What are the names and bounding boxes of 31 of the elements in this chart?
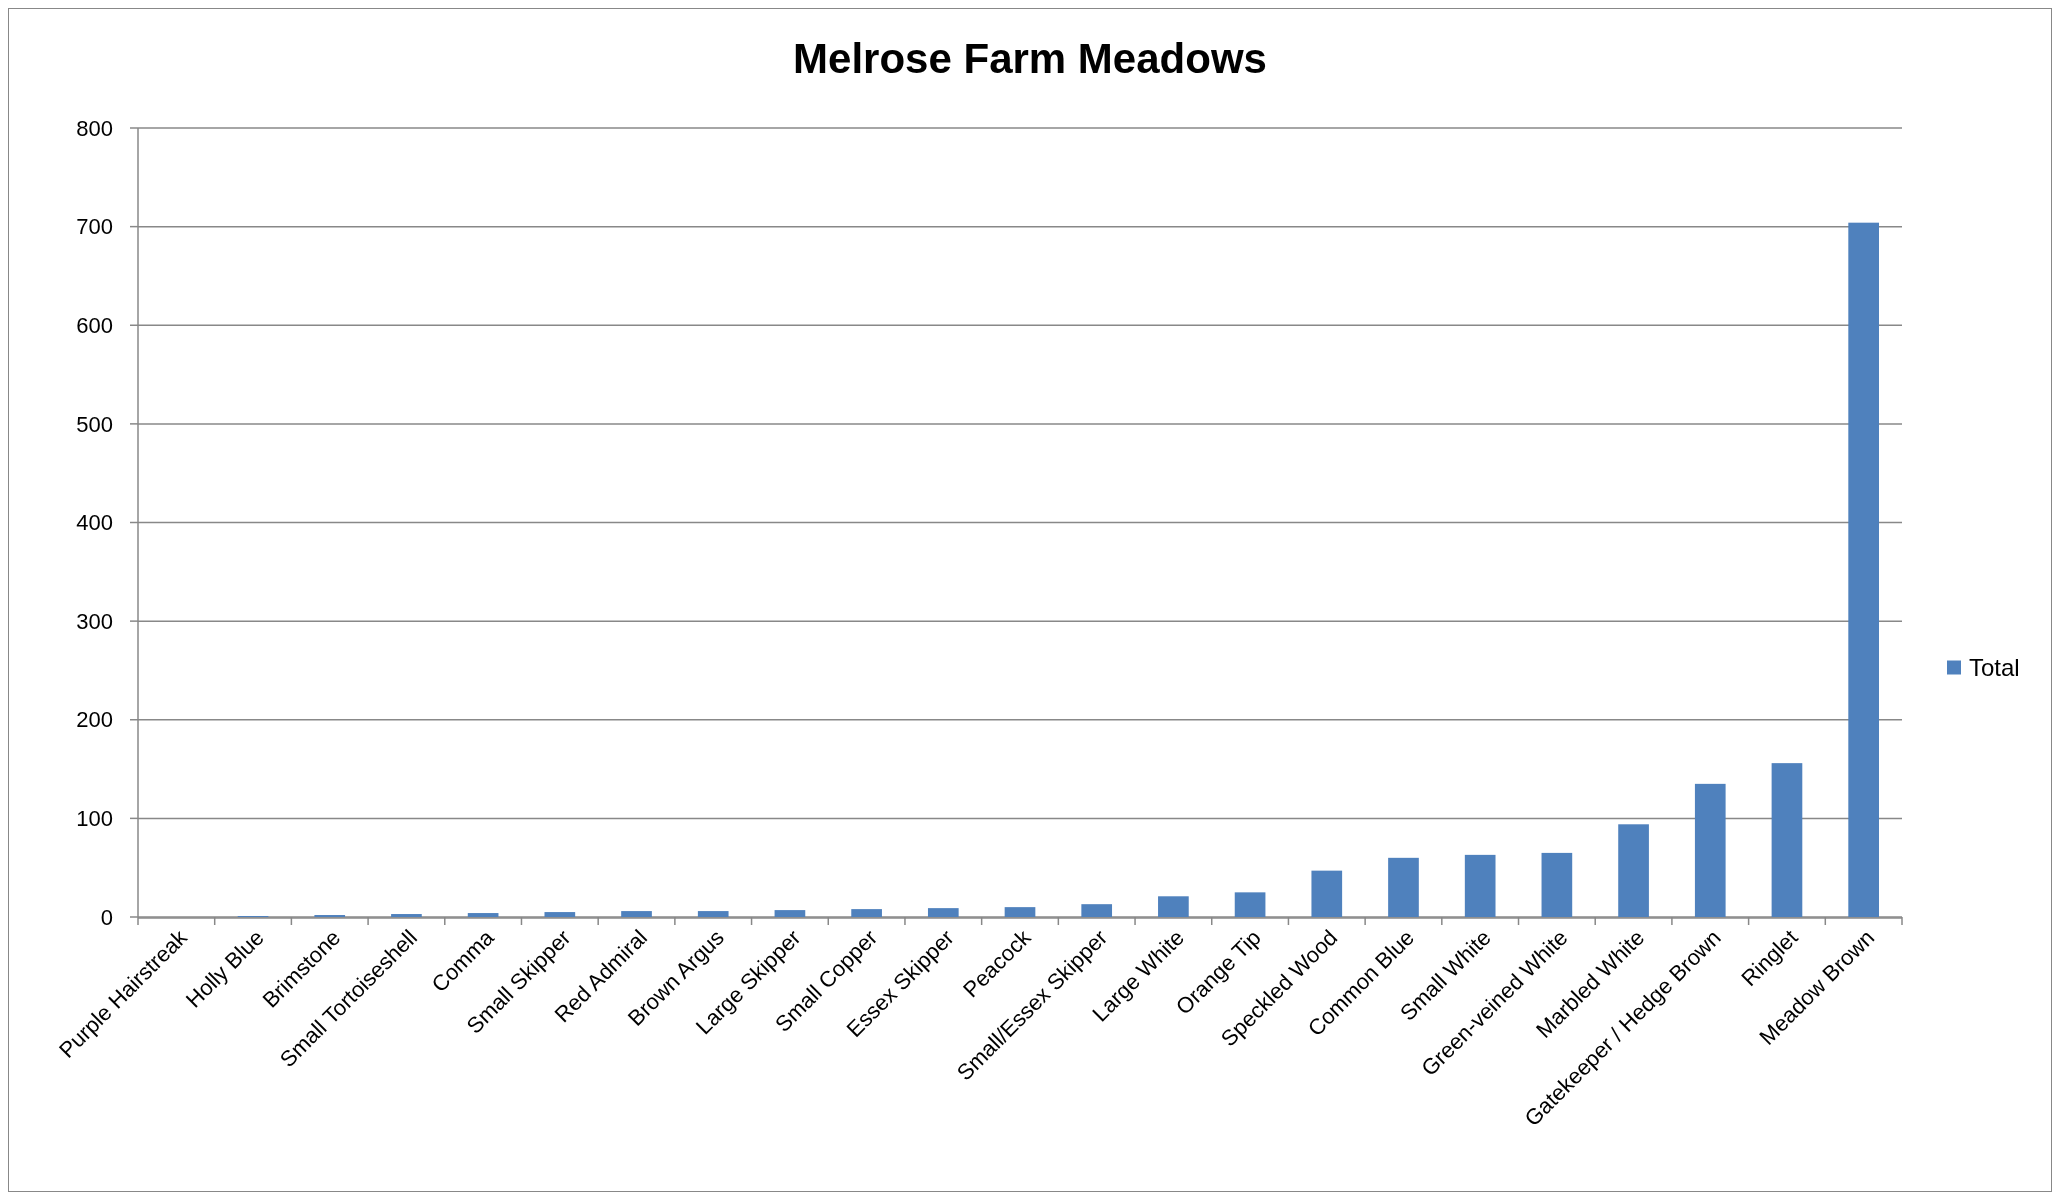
bar bbox=[927, 908, 959, 917]
y-tick-label: 600 bbox=[76, 312, 113, 338]
y-tick-label: 400 bbox=[76, 510, 113, 536]
bar bbox=[1158, 896, 1189, 917]
bar bbox=[621, 911, 652, 917]
y-tick-label: 800 bbox=[76, 115, 113, 141]
bar bbox=[1388, 857, 1419, 917]
bar bbox=[544, 912, 576, 917]
y-tick-label: 200 bbox=[76, 707, 113, 733]
legend-label: Total bbox=[1969, 653, 2020, 681]
chart-title: Melrose Farm Meadows bbox=[793, 35, 1267, 82]
bar bbox=[1541, 852, 1573, 917]
bar bbox=[1771, 763, 1803, 917]
y-tick-label: 300 bbox=[76, 608, 113, 634]
bar bbox=[1311, 870, 1343, 917]
y-tick-label: 0 bbox=[100, 904, 113, 930]
bar bbox=[1234, 892, 1266, 917]
bar bbox=[1464, 854, 1496, 917]
bar bbox=[467, 913, 499, 917]
y-tick-label: 100 bbox=[76, 806, 113, 832]
bar bbox=[851, 909, 882, 917]
bar bbox=[697, 911, 729, 917]
y-tick-label: 500 bbox=[76, 411, 113, 437]
bar bbox=[774, 910, 806, 917]
bar bbox=[1004, 907, 1036, 917]
bar bbox=[391, 914, 422, 917]
bar bbox=[1694, 783, 1726, 917]
bar bbox=[1618, 824, 1649, 917]
bar bbox=[1081, 904, 1113, 917]
bar bbox=[1848, 222, 1879, 917]
y-tick-label: 700 bbox=[76, 214, 113, 240]
